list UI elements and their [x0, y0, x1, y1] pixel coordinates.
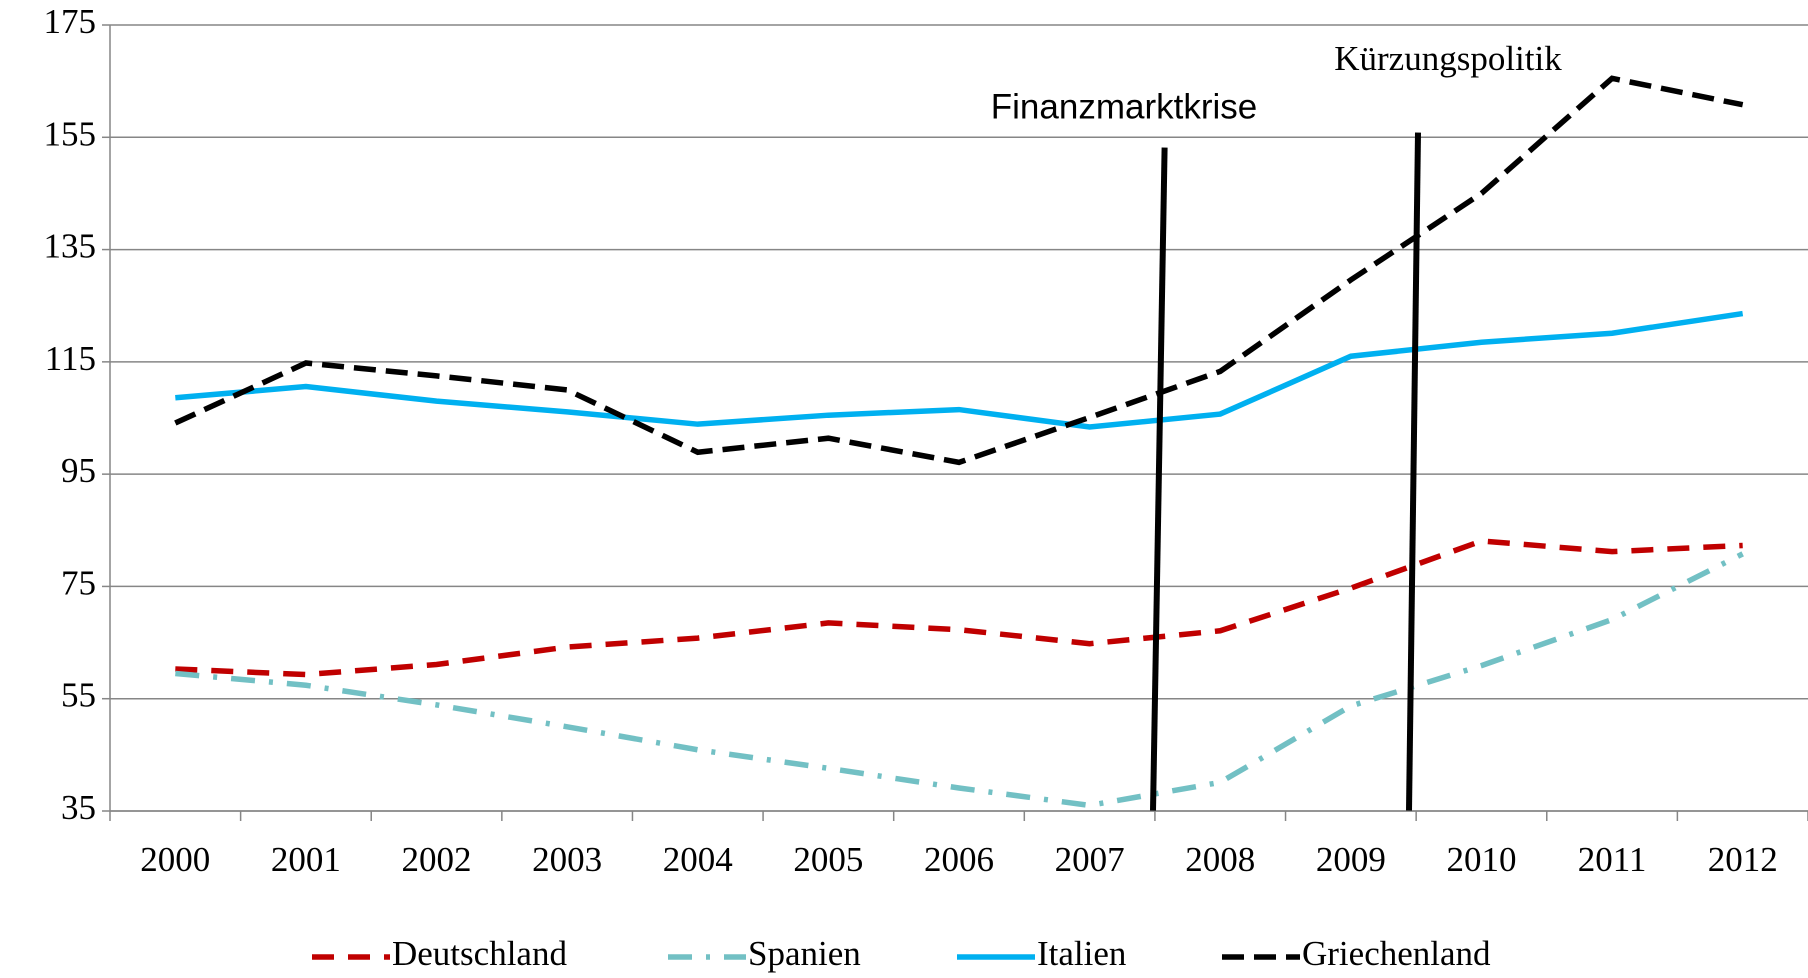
x-tick-label: 2002 — [402, 840, 472, 879]
legend-label: Spanien — [748, 934, 861, 973]
x-tick-label: 2009 — [1316, 840, 1386, 879]
x-tick-label: 2010 — [1446, 840, 1516, 879]
series-line — [175, 310, 1744, 430]
x-tick-label: 2001 — [271, 840, 341, 879]
y-tick-label: 35 — [61, 788, 96, 827]
x-tick-label: 2006 — [924, 840, 994, 879]
legend-label: Deutschland — [392, 934, 567, 973]
series-line — [175, 538, 1743, 678]
x-tick-label: 2011 — [1578, 840, 1647, 879]
y-tick-label: 55 — [61, 676, 96, 715]
series-line — [175, 551, 1744, 809]
y-tick-label: 115 — [45, 339, 96, 378]
annotation: Finanzmarktkrise — [991, 87, 1257, 126]
x-tick-label: 2003 — [532, 840, 602, 879]
x-tick-label: 2005 — [793, 840, 863, 879]
legend-label: Italien — [1037, 934, 1126, 973]
y-tick-label: 135 — [44, 227, 97, 266]
series-line — [174, 75, 1744, 466]
x-tick-label: 2000 — [140, 840, 210, 879]
x-tick-label: 2004 — [663, 840, 733, 879]
y-tick-label: 95 — [61, 451, 96, 490]
annotation-line — [1406, 132, 1421, 811]
y-tick-label: 155 — [44, 114, 97, 153]
x-tick-label: 2008 — [1185, 840, 1255, 879]
x-tick-label: 2007 — [1055, 840, 1125, 879]
y-tick-label: 175 — [44, 2, 97, 41]
y-tick-label: 75 — [61, 563, 96, 602]
annotation-line — [1150, 147, 1168, 811]
x-tick-label: 2012 — [1708, 840, 1778, 879]
legend-label: Griechenland — [1302, 934, 1491, 973]
annotation: Kürzungspolitik — [1334, 39, 1562, 78]
